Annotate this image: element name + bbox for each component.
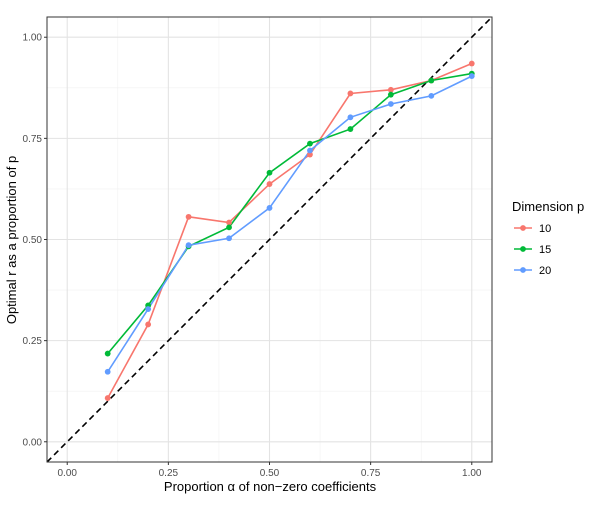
x-tick-label: 0.00 [57,468,77,479]
y-tick-label: 0.50 [23,235,43,246]
data-point-15 [104,350,111,357]
data-point-10 [266,181,273,187]
axes: 0.00 0.25 0.50 0.75 1.00 0.00 0.25 0.50 0.75 1.00 [23,33,482,479]
reference-line [46,16,493,463]
x-tick-label: 0.25 [159,468,179,479]
data-point-20 [266,205,273,211]
data-point-10 [468,60,475,67]
legend-label-10: 10 [539,223,551,235]
data-point-15 [387,91,394,98]
data-point-15 [347,126,354,132]
y-tick-label: 0.00 [23,437,43,448]
legend-label-20: 20 [539,265,551,277]
series-layer [104,60,475,401]
data-point-15 [307,140,313,147]
y-tick-label: 0.25 [23,336,43,347]
x-tick-label: 0.75 [361,468,381,479]
x-tick-label: 1.00 [462,468,482,479]
data-point-20 [347,114,354,121]
legend-title: Dimension p [512,199,584,214]
y-axis-title: Optimal r as a proportion of p [4,156,19,324]
data-point-15 [428,77,435,84]
data-point-20 [307,147,313,154]
legend-label-15: 15 [539,244,551,256]
data-point-10 [185,213,192,220]
reference-line-layer [46,16,493,463]
legend-key-point [520,225,526,231]
data-point-20 [226,235,232,242]
data-point-10 [347,90,354,97]
data-point-10 [387,86,394,93]
x-axis-title: Proportion α of non−zero coefficients [164,479,377,494]
data-point-15 [226,224,232,231]
data-point-20 [428,92,435,99]
data-point-10 [104,395,111,401]
series-line-20 [107,75,473,373]
data-point-10 [226,219,232,226]
data-point-20 [468,73,475,79]
data-point-10 [145,321,152,328]
legend-key-point [520,267,526,273]
legend-key-point [520,246,526,252]
data-point-20 [387,101,394,107]
data-point-20 [145,306,152,312]
data-point-15 [266,169,273,176]
x-tick-label: 0.50 [260,468,280,479]
legend: Dimension p 10 15 20 [512,199,584,277]
data-point-10 [307,151,313,158]
series-line-10 [106,62,473,399]
data-point-20 [104,368,111,375]
y-tick-label: 1.00 [23,33,43,44]
y-tick-label: 0.75 [23,134,43,145]
data-point-20 [185,242,192,249]
